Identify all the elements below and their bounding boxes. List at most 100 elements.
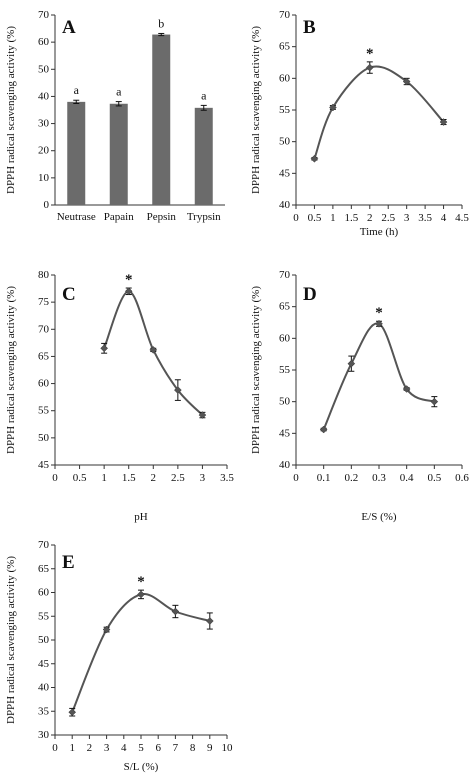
x-tick-label: 5 [138, 742, 144, 754]
series-line [71, 593, 211, 713]
significance-star: * [375, 305, 383, 321]
x-tick-label: 1.5 [122, 472, 136, 484]
data-point-marker [102, 625, 111, 634]
y-tick-label: 45 [38, 658, 50, 670]
x-tick-label: Pepsin [147, 211, 177, 223]
y-tick-label: 55 [38, 405, 50, 417]
x-tick-label: 0 [52, 742, 58, 754]
y-tick-label: 65 [38, 563, 50, 575]
y-tick-label: 40 [279, 459, 291, 471]
y-tick-label: 70 [38, 9, 50, 21]
significance-letter: a [74, 83, 80, 97]
x-tick-label: 0.5 [308, 212, 322, 224]
y-tick-label: 50 [38, 634, 50, 646]
chart-panel-d: D DPPH radical scavenging activity (%) 40 4… [250, 269, 469, 523]
bar [194, 107, 213, 205]
data-point-marker [137, 590, 145, 599]
y-tick-label: 40 [279, 199, 291, 211]
x-tick-label: 1 [330, 212, 336, 224]
data-point-marker [439, 118, 448, 126]
x-tick-label: 0 [293, 212, 299, 224]
x-tick-label: 3 [200, 472, 206, 484]
data-point-marker [205, 617, 214, 625]
x-tick-label: Trypsin [187, 211, 221, 223]
data-point-marker [124, 287, 133, 296]
y-tick-label: 50 [279, 136, 291, 148]
y-tick-label: 20 [38, 145, 50, 157]
x-tick-label: 1 [69, 742, 75, 754]
y-tick-label: 40 [38, 90, 50, 102]
x-tick-label: 4.5 [455, 212, 469, 224]
x-tick-label: 7 [173, 742, 179, 754]
y-tick-label: 55 [279, 104, 291, 116]
data-point-marker [68, 708, 77, 717]
y-tick-label: 60 [38, 36, 50, 48]
x-tick-label: 2.5 [381, 212, 395, 224]
y-tick-label: 60 [38, 378, 50, 390]
y-tick-label: 35 [38, 705, 50, 717]
bar [109, 103, 128, 205]
x-tick-label: 1.5 [344, 212, 358, 224]
data-point-marker [430, 397, 439, 406]
x-tick-label: 3.5 [220, 472, 234, 484]
y-axis-title: DPPH radical scavenging activity (%) [5, 26, 17, 194]
x-tick-label: Neutrase [57, 211, 96, 223]
x-tick-label: 0.4 [400, 472, 414, 484]
x-tick-label: 3.5 [418, 212, 432, 224]
x-tick-label: 0.5 [73, 472, 87, 484]
y-tick-label: 10 [38, 172, 50, 184]
y-tick-label: 55 [279, 364, 291, 376]
y-tick-label: 75 [38, 296, 50, 308]
y-tick-label: 40 [38, 682, 50, 694]
y-tick-label: 70 [38, 323, 50, 335]
x-tick-label: 3 [404, 212, 410, 224]
significance-letter: a [116, 85, 122, 99]
x-tick-label: 0.3 [372, 472, 386, 484]
y-tick-label: 65 [279, 41, 291, 53]
y-tick-label: 60 [279, 72, 291, 84]
x-tick-label: 1 [101, 472, 107, 484]
y-axis-title: DPPH radical scavenging activity (%) [250, 286, 262, 454]
y-tick-label: 45 [279, 167, 291, 179]
y-axis-title: DPPH radical scavenging activity (%) [5, 286, 17, 454]
x-tick-label: 4 [121, 742, 127, 754]
data-point-marker [171, 607, 180, 616]
x-tick-label: 10 [222, 742, 234, 754]
y-tick-label: 45 [38, 459, 50, 471]
y-tick-label: 70 [279, 269, 291, 281]
x-tick-label: 0.2 [344, 472, 358, 484]
data-point-marker [198, 411, 207, 419]
significance-letter: a [201, 88, 207, 102]
y-tick-label: 0 [44, 199, 50, 211]
x-tick-label: 2 [151, 472, 157, 484]
x-axis-title: pH [134, 511, 148, 523]
significance-star: * [366, 46, 374, 62]
x-tick-label: 0.6 [455, 472, 469, 484]
x-tick-label: 4 [441, 212, 447, 224]
significance-letter: b [158, 16, 164, 30]
series-line [313, 65, 445, 160]
data-point-marker [319, 425, 328, 434]
y-tick-label: 65 [279, 301, 291, 313]
data-point-marker [375, 319, 383, 328]
significance-star: * [125, 272, 133, 288]
y-tick-label: 50 [38, 63, 50, 75]
x-tick-label: 0.5 [427, 472, 441, 484]
y-axis-title: DPPH radical scavenging activity (%) [5, 556, 17, 724]
y-tick-label: 60 [279, 332, 291, 344]
x-axis-title: S/L (%) [124, 761, 159, 773]
x-tick-label: 2 [367, 212, 373, 224]
x-tick-label: 2.5 [171, 472, 185, 484]
panel-label: C [62, 284, 76, 305]
y-tick-label: 45 [279, 427, 291, 439]
x-tick-label: Papain [104, 211, 134, 223]
data-point-marker [402, 385, 411, 393]
x-axis-title: E/S (%) [361, 511, 396, 523]
series-line [322, 322, 435, 430]
data-point-marker [402, 77, 411, 86]
y-tick-label: 70 [38, 539, 50, 551]
data-point-marker [100, 344, 108, 353]
